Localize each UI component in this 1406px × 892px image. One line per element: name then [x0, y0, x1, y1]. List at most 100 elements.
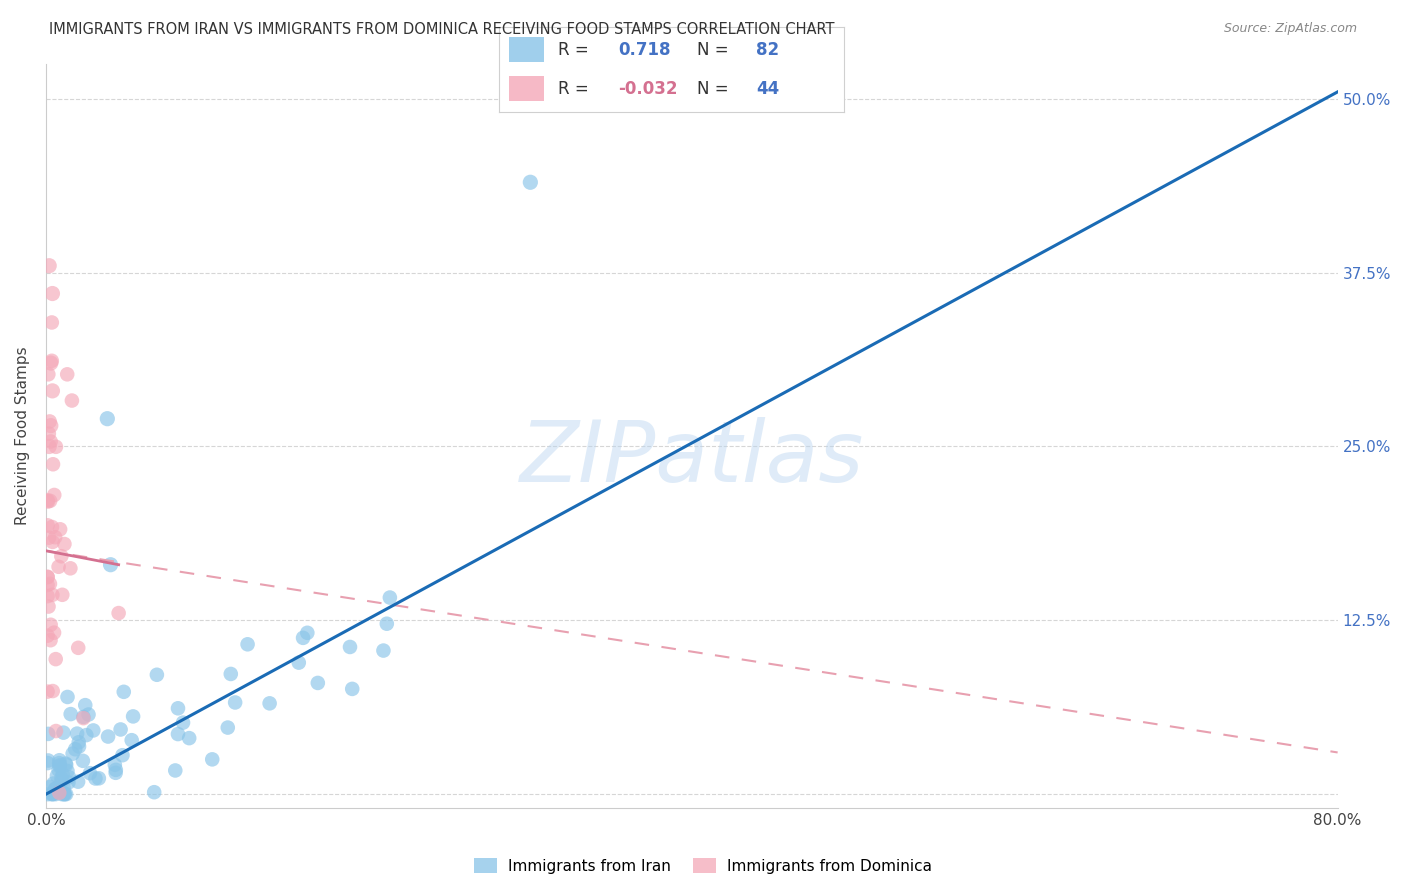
Point	[52, 725, 75, 739]
Point	[75, 728, 97, 742]
Point	[66, 726, 89, 740]
Point	[44, 787, 66, 801]
Point	[56, 368, 79, 382]
Point	[167, 727, 190, 741]
Point	[44, 488, 66, 502]
Point	[79, 766, 101, 780]
Point	[49, 522, 72, 536]
Point	[41, 286, 63, 301]
Point	[39, 356, 62, 370]
Point	[37, 754, 59, 768]
Point	[219, 667, 242, 681]
Point	[37, 570, 59, 584]
Point	[37, 518, 59, 533]
Point	[37, 684, 59, 698]
Point	[48, 763, 70, 777]
Point	[217, 721, 239, 735]
Text: 44: 44	[756, 79, 779, 97]
Point	[87, 772, 110, 786]
Point	[55, 757, 77, 772]
Point	[110, 723, 132, 737]
Point	[201, 752, 224, 766]
Point	[38, 426, 60, 441]
Point	[60, 393, 83, 408]
Point	[122, 709, 145, 723]
Point	[59, 707, 82, 722]
Point	[72, 711, 94, 725]
Text: N =: N =	[697, 41, 734, 59]
Point	[37, 787, 59, 801]
Point	[51, 588, 73, 602]
Point	[37, 629, 59, 643]
Point	[62, 747, 84, 761]
Point	[38, 599, 60, 614]
Point	[37, 493, 59, 508]
Point	[41, 535, 63, 549]
Point	[37, 727, 59, 741]
Point	[42, 776, 65, 790]
Point	[100, 558, 122, 572]
Point	[41, 384, 63, 398]
Point	[48, 559, 70, 574]
Point	[41, 520, 63, 534]
Text: 82: 82	[756, 41, 779, 59]
Point	[111, 748, 134, 763]
Point	[41, 588, 63, 602]
Point	[236, 637, 259, 651]
Point	[42, 457, 65, 471]
Bar	[509, 37, 544, 62]
Point	[167, 701, 190, 715]
Point	[519, 175, 541, 189]
Point	[165, 764, 187, 778]
Point	[63, 742, 86, 756]
Point	[44, 782, 66, 797]
Point	[52, 767, 75, 781]
Text: ZIPatlas: ZIPatlas	[520, 417, 863, 500]
Point	[179, 731, 201, 745]
Point	[37, 494, 59, 508]
Point	[67, 735, 90, 749]
Point	[55, 787, 77, 801]
Point	[259, 696, 281, 710]
Point	[51, 771, 73, 785]
Point	[307, 676, 329, 690]
Point	[288, 656, 311, 670]
Point	[378, 591, 401, 605]
Point	[51, 785, 73, 799]
Point	[82, 723, 104, 738]
Point	[67, 640, 90, 655]
Point	[67, 739, 90, 754]
Point	[373, 643, 395, 657]
Point	[39, 418, 62, 433]
Bar	[509, 76, 544, 102]
Point	[51, 549, 73, 564]
Point	[48, 759, 70, 773]
Point	[42, 625, 65, 640]
Text: 0.718: 0.718	[619, 41, 671, 59]
Point	[59, 561, 82, 575]
Point	[104, 757, 127, 772]
Point	[38, 440, 60, 454]
Point	[172, 715, 194, 730]
Point	[51, 787, 73, 801]
Point	[48, 753, 70, 767]
Point	[41, 787, 63, 801]
Point	[72, 754, 94, 768]
Point	[38, 259, 60, 273]
Point	[53, 787, 76, 801]
Point	[37, 756, 59, 770]
Y-axis label: Receiving Food Stamps: Receiving Food Stamps	[15, 347, 30, 525]
Point	[45, 724, 67, 739]
Point	[41, 316, 63, 330]
Point	[41, 787, 63, 801]
Point	[104, 765, 127, 780]
Point	[104, 763, 127, 777]
Point	[375, 616, 398, 631]
Point	[146, 667, 169, 681]
Point	[72, 710, 94, 724]
Point	[39, 434, 62, 449]
Point	[42, 787, 65, 801]
Point	[55, 756, 77, 771]
Point	[41, 684, 63, 698]
Point	[37, 570, 59, 584]
